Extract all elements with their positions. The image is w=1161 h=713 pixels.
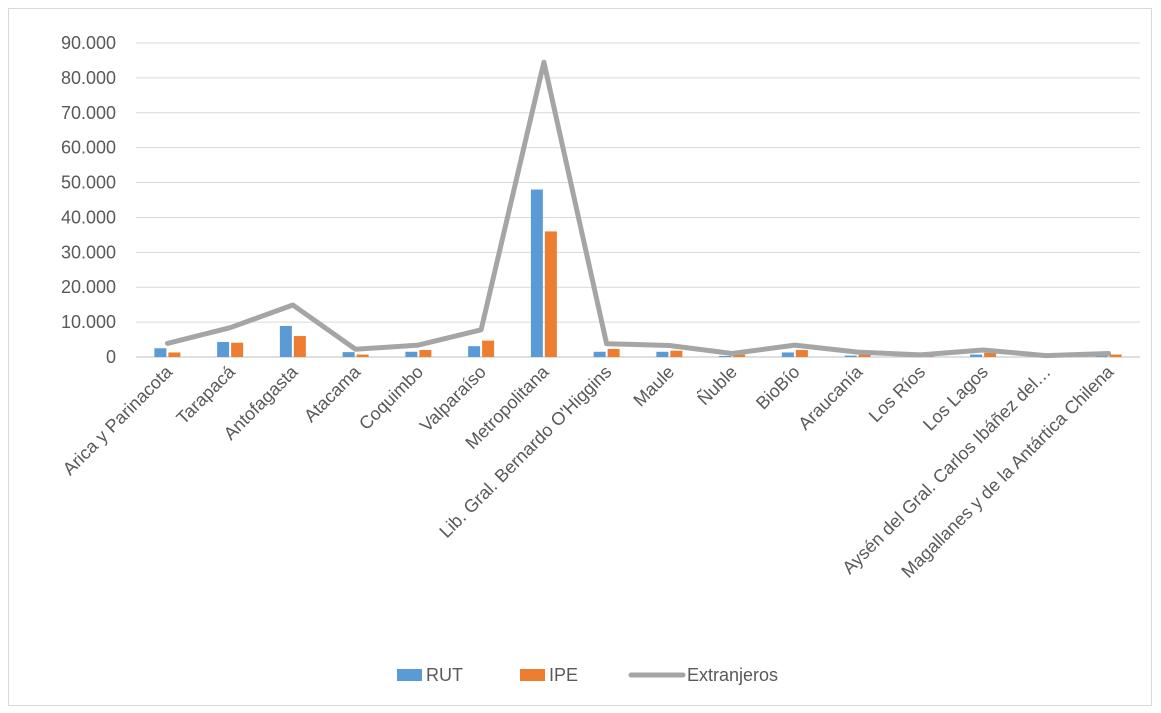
- y-tick-label: 70.000: [61, 103, 116, 123]
- x-tick-label: Arica y Parinacota: [59, 361, 177, 479]
- legend: RUT IPE Extranjeros: [397, 665, 778, 685]
- bar-ipe: [482, 340, 495, 357]
- x-tick-label: Maule: [629, 362, 678, 411]
- series-lines: [164, 59, 1112, 359]
- bar-rut: [405, 351, 418, 357]
- bar-rut: [468, 346, 481, 357]
- y-tick-label: 90.000: [61, 33, 116, 53]
- bar-rut: [217, 341, 230, 357]
- x-axis-ticks: Arica y ParinacotaTarapacáAntofagastaAta…: [59, 361, 1118, 582]
- bar-rut: [342, 352, 355, 357]
- bar-rut: [530, 189, 543, 357]
- bar-ipe: [168, 352, 181, 357]
- y-tick-label: 20.000: [61, 277, 116, 297]
- y-tick-label: 10.000: [61, 312, 116, 332]
- x-tick-label: Tarapacá: [172, 361, 239, 428]
- y-axis-ticks: 0 10.000 20.000 30.000 40.000 50.000 60.000 70.…: [61, 33, 116, 367]
- y-tick-label: 30.000: [61, 242, 116, 262]
- chart-svg: 0 10.000 20.000 30.000 40.000 50.000 60.000 70.…: [59, 33, 1140, 685]
- legend-label-rut: RUT: [426, 665, 463, 685]
- chart-frame: 0 10.000 20.000 30.000 40.000 50.000 60.000 70.…: [8, 8, 1152, 706]
- bar-rut: [844, 355, 857, 357]
- x-tick-label: Atacama: [300, 361, 365, 426]
- bar-rut: [656, 351, 669, 357]
- bar-ipe: [544, 231, 557, 357]
- bar-ipe: [733, 354, 746, 357]
- y-tick-label: 80.000: [61, 68, 116, 88]
- bar-ipe: [795, 350, 808, 357]
- bar-ipe: [293, 336, 306, 357]
- bar-ipe: [356, 354, 369, 357]
- bar-rut: [154, 348, 167, 357]
- bar-ipe: [419, 350, 432, 357]
- bar-ipe: [984, 352, 997, 357]
- bar-ipe: [607, 348, 620, 357]
- y-tick-label: 60.000: [61, 138, 116, 158]
- gridlines: [136, 42, 1140, 358]
- y-tick-label: 0: [106, 347, 116, 367]
- legend-label-extranjeros: Extranjeros: [687, 665, 778, 685]
- bars: [154, 189, 1122, 357]
- series-line-extranjeros: [164, 59, 1112, 359]
- x-tick-label: Ñuble: [693, 361, 741, 409]
- bar-rut: [593, 351, 606, 357]
- bar-rut: [279, 325, 292, 357]
- bar-ipe: [858, 354, 871, 357]
- legend-label-ipe: IPE: [549, 665, 578, 685]
- bar-ipe: [670, 350, 683, 357]
- bar-rut: [1095, 355, 1108, 357]
- bar-ipe: [1109, 354, 1122, 357]
- legend-swatch-rut: [397, 669, 422, 681]
- bar-rut: [970, 354, 983, 357]
- y-tick-label: 50.000: [61, 173, 116, 193]
- x-tick-label: Los Ríos: [865, 362, 929, 426]
- bar-rut: [719, 355, 732, 357]
- x-tick-label: Araucanía: [794, 361, 867, 434]
- bar-rut: [781, 352, 794, 357]
- x-tick-label: BioBío: [752, 362, 804, 414]
- bar-ipe: [231, 342, 244, 357]
- legend-swatch-ipe: [520, 669, 545, 681]
- y-tick-label: 40.000: [61, 207, 116, 227]
